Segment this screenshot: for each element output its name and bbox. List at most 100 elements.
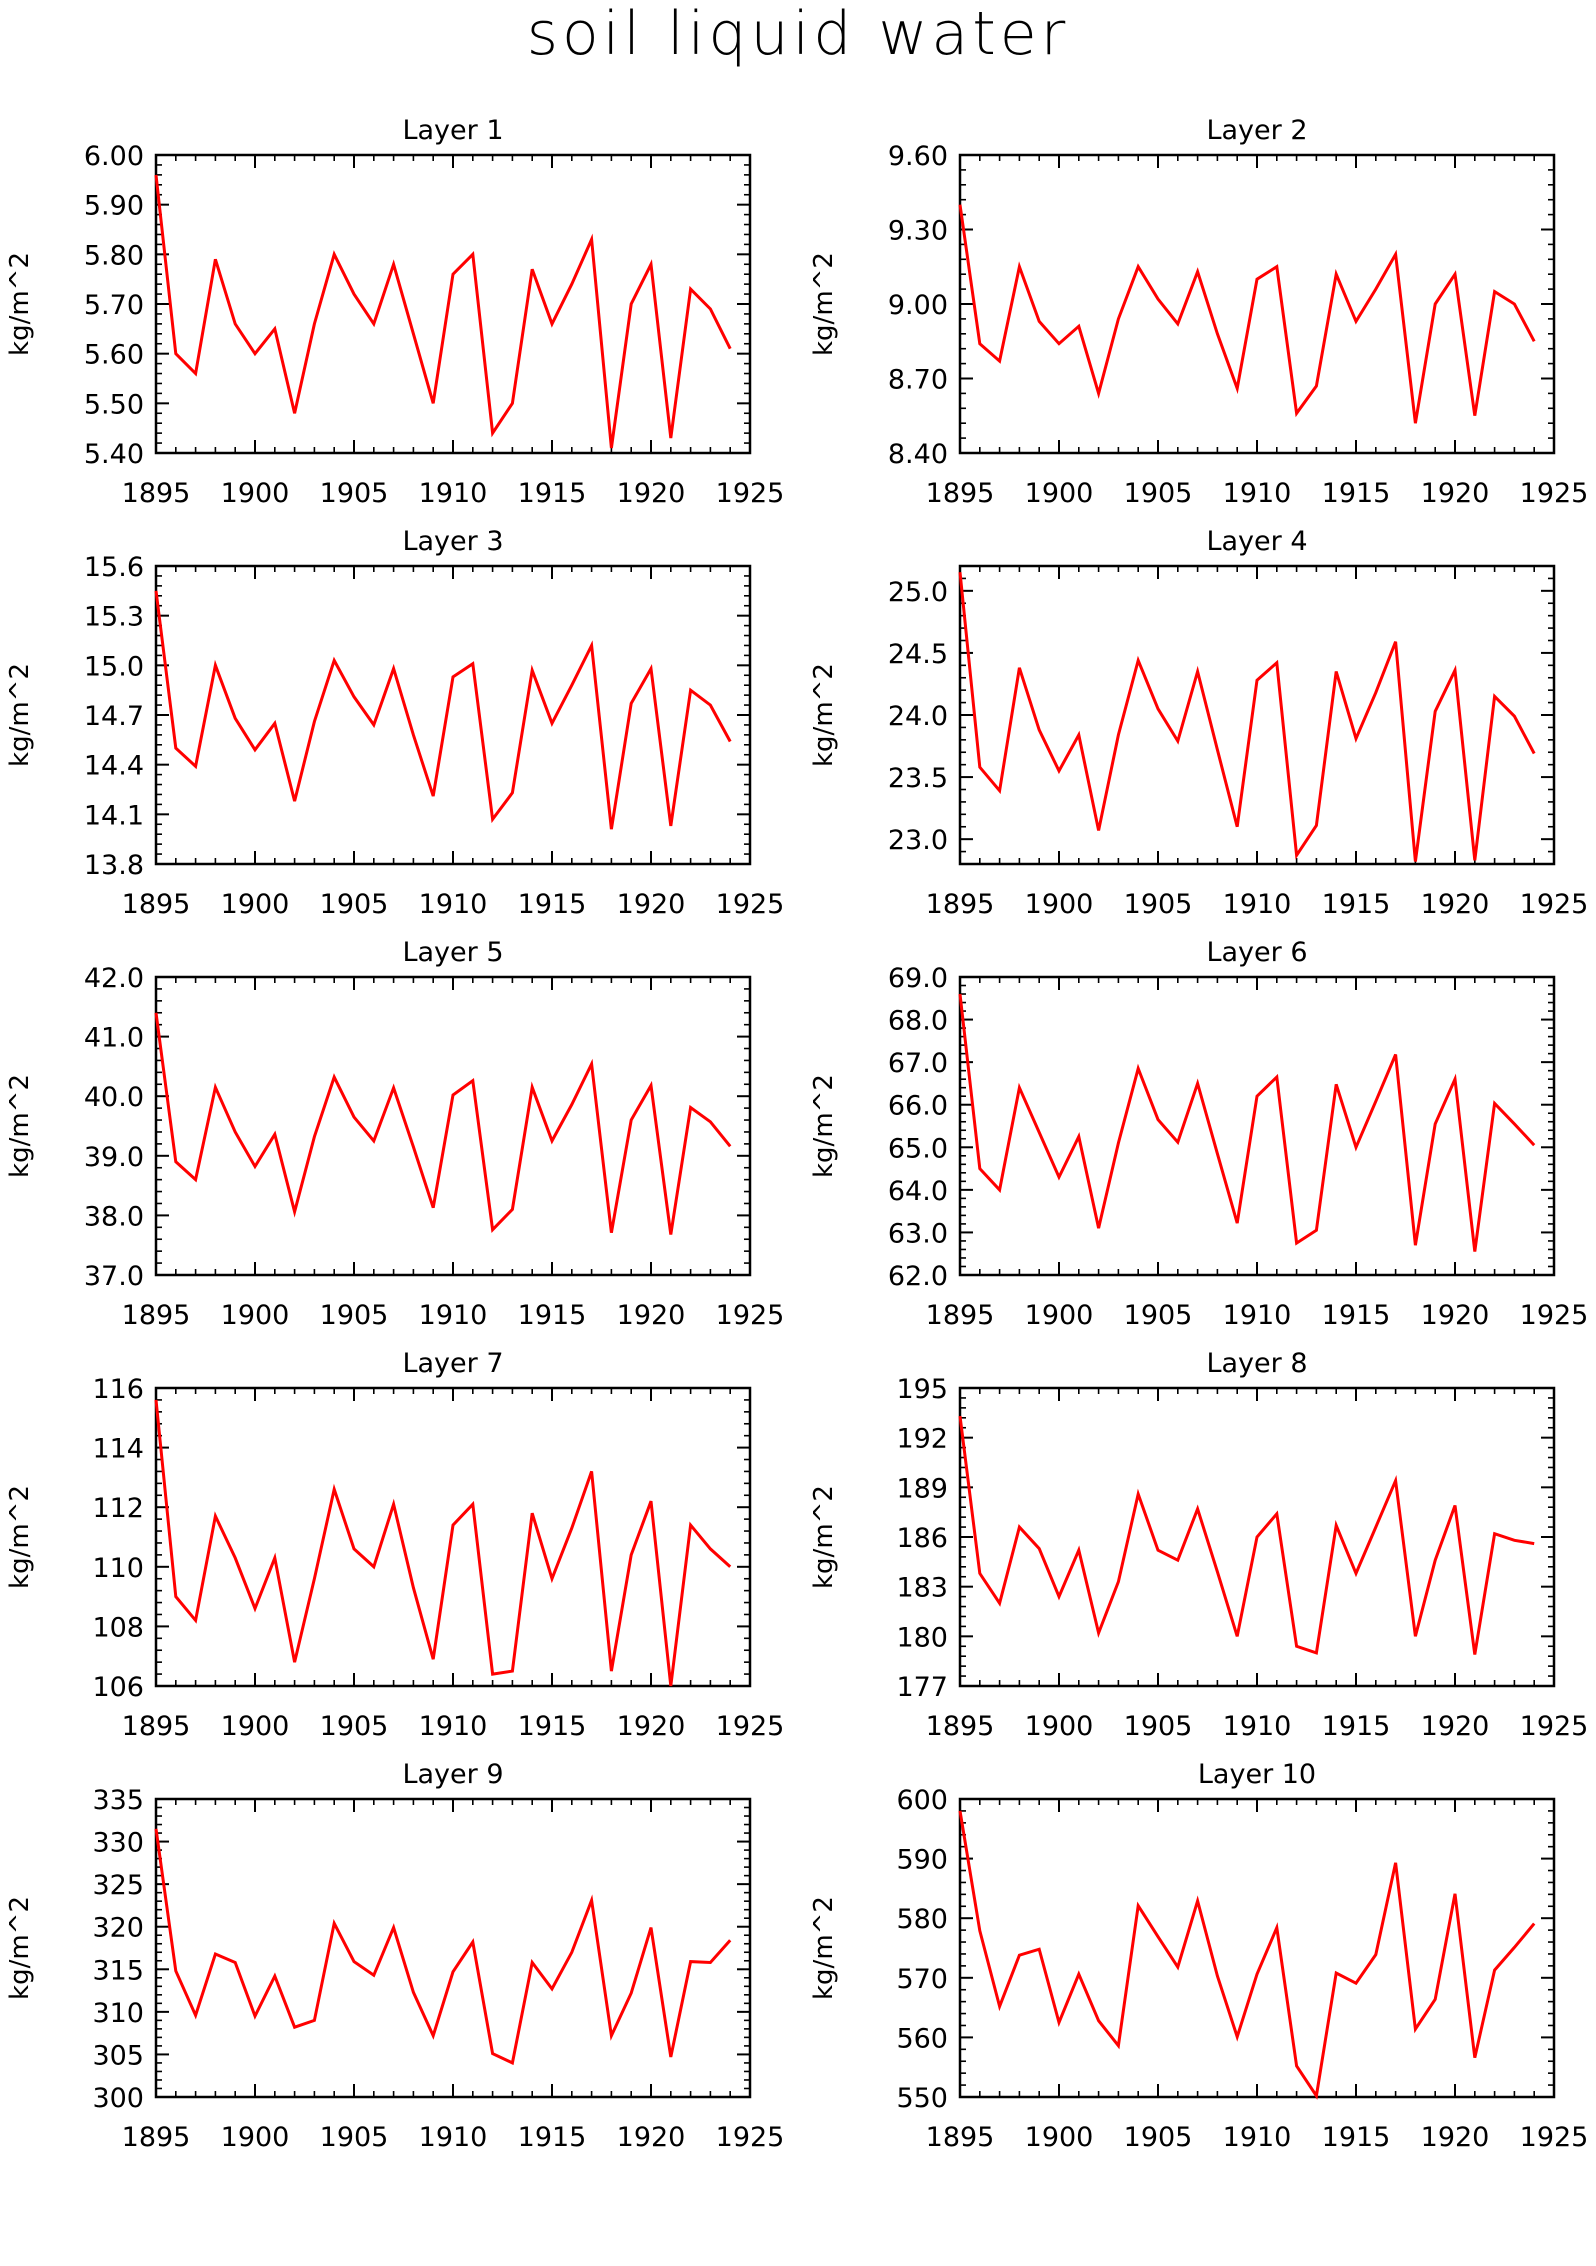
x-tick-label: 1920 <box>1421 889 1490 920</box>
y-tick-label: 39.0 <box>84 1142 144 1173</box>
y-axis-label: kg/m^2 <box>5 1074 35 1178</box>
y-tick-label: 42.0 <box>84 963 144 994</box>
x-tick-label: 1915 <box>1322 1711 1391 1742</box>
y-axis-label: kg/m^2 <box>5 252 35 356</box>
y-axis-label: kg/m^2 <box>5 663 35 767</box>
x-tick-label: 1910 <box>1223 478 1292 509</box>
y-tick-label: 183 <box>896 1573 948 1604</box>
y-tick-label: 5.80 <box>84 240 144 271</box>
x-tick-label: 1920 <box>617 478 686 509</box>
x-tick-label: 1915 <box>518 889 587 920</box>
x-tick-label: 1925 <box>716 1711 785 1742</box>
y-tick-label: 110 <box>92 1553 144 1584</box>
panel-title: Layer 9 <box>402 1759 503 1790</box>
x-tick-label: 1895 <box>926 1300 995 1331</box>
y-tick-label: 67.0 <box>888 1048 948 1079</box>
x-tick-label: 1920 <box>1421 478 1490 509</box>
x-tick-label: 1895 <box>926 889 995 920</box>
y-tick-label: 69.0 <box>888 963 948 994</box>
y-axis-label: kg/m^2 <box>5 1485 35 1589</box>
series-line <box>958 1415 1535 1655</box>
x-tick-label: 1905 <box>320 2122 389 2153</box>
x-tick-label: 1900 <box>221 889 290 920</box>
x-tick-label: 1905 <box>1124 1711 1193 1742</box>
x-tick-label: 1920 <box>1421 1711 1490 1742</box>
x-tick-label: 1895 <box>122 2122 191 2153</box>
x-tick-label: 1910 <box>419 889 488 920</box>
y-tick-label: 320 <box>92 1913 144 1944</box>
y-tick-label: 24.0 <box>888 701 948 732</box>
x-tick-label: 1915 <box>1322 1300 1391 1331</box>
x-tick-label: 1900 <box>221 2122 290 2153</box>
y-tick-label: 38.0 <box>84 1201 144 1232</box>
y-axis-label: kg/m^2 <box>809 663 839 767</box>
x-tick-label: 1905 <box>1124 478 1193 509</box>
series-line <box>154 1828 732 2066</box>
y-tick-label: 9.60 <box>888 141 948 172</box>
x-tick-label: 1920 <box>1421 1300 1490 1331</box>
y-tick-label: 570 <box>896 1964 948 1995</box>
x-tick-label: 1910 <box>419 1300 488 1331</box>
y-tick-label: 315 <box>92 1955 144 1986</box>
x-tick-label: 1910 <box>1223 2122 1292 2153</box>
y-tick-label: 23.0 <box>888 825 948 856</box>
panel-title: Layer 8 <box>1206 1348 1307 1379</box>
x-tick-label: 1900 <box>221 478 290 509</box>
x-tick-label: 1895 <box>122 1300 191 1331</box>
y-tick-label: 15.3 <box>84 602 144 633</box>
chart-panel-6: Layer 6 kg/m^2 1895 1900 1905 1910 1915 1920 192… <box>809 937 1588 1331</box>
panel-title: Layer 1 <box>402 115 503 146</box>
y-tick-label: 177 <box>896 1672 948 1703</box>
x-tick-label: 1895 <box>122 889 191 920</box>
y-tick-label: 195 <box>896 1374 948 1405</box>
y-tick-label: 180 <box>896 1622 948 1653</box>
y-tick-label: 14.4 <box>84 751 144 782</box>
panel-title: Layer 10 <box>1198 1759 1316 1790</box>
x-tick-label: 1910 <box>419 1711 488 1742</box>
y-tick-label: 335 <box>92 1785 144 1816</box>
y-tick-label: 192 <box>896 1424 948 1455</box>
y-tick-label: 14.7 <box>84 701 144 732</box>
y-tick-label: 300 <box>92 2083 144 2114</box>
y-tick-label: 5.40 <box>84 439 144 470</box>
x-tick-label: 1905 <box>320 478 389 509</box>
panel-title: Layer 7 <box>402 1348 503 1379</box>
y-tick-label: 116 <box>92 1374 144 1405</box>
y-tick-label: 9.00 <box>888 290 948 321</box>
series-line <box>958 572 1536 862</box>
y-tick-label: 186 <box>896 1523 948 1554</box>
plot-frame <box>154 153 752 455</box>
x-tick-label: 1915 <box>1322 889 1391 920</box>
x-tick-label: 1900 <box>1025 889 1094 920</box>
x-tick-label: 1895 <box>926 478 995 509</box>
y-tick-label: 5.60 <box>84 340 144 371</box>
x-tick-label: 1895 <box>926 2122 995 2153</box>
plot-frame <box>154 975 752 1277</box>
y-tick-label: 550 <box>896 2083 948 2114</box>
panel-title: Layer 4 <box>1206 526 1307 557</box>
x-tick-label: 1925 <box>1520 889 1589 920</box>
x-tick-label: 1905 <box>1124 889 1193 920</box>
x-tick-label: 1915 <box>518 2122 587 2153</box>
y-tick-label: 13.8 <box>84 850 144 881</box>
panel-title: Layer 3 <box>402 526 503 557</box>
chart-panel-1: Layer 1 kg/m^2 1895 1900 1905 1910 1915 1920 192… <box>5 115 784 509</box>
plot-frame <box>958 975 1556 1277</box>
plot-frame <box>154 1797 752 2099</box>
x-tick-label: 1925 <box>1520 478 1589 509</box>
x-tick-label: 1925 <box>716 2122 785 2153</box>
y-tick-label: 8.70 <box>888 365 948 396</box>
x-tick-label: 1920 <box>1421 2122 1490 2153</box>
x-tick-label: 1920 <box>617 2122 686 2153</box>
y-tick-label: 41.0 <box>84 1023 144 1054</box>
x-tick-label: 1895 <box>926 1711 995 1742</box>
y-tick-label: 68.0 <box>888 1006 948 1037</box>
y-tick-label: 66.0 <box>888 1091 948 1122</box>
panel-title: Layer 6 <box>1206 937 1307 968</box>
x-tick-label: 1925 <box>716 1300 785 1331</box>
series-line <box>154 590 732 830</box>
panel-title: Layer 2 <box>1206 115 1307 146</box>
chart-panel-4: Layer 4 kg/m^2 1895 1900 1905 1910 1915 1920 192… <box>809 526 1588 920</box>
x-tick-label: 1910 <box>1223 1300 1292 1331</box>
